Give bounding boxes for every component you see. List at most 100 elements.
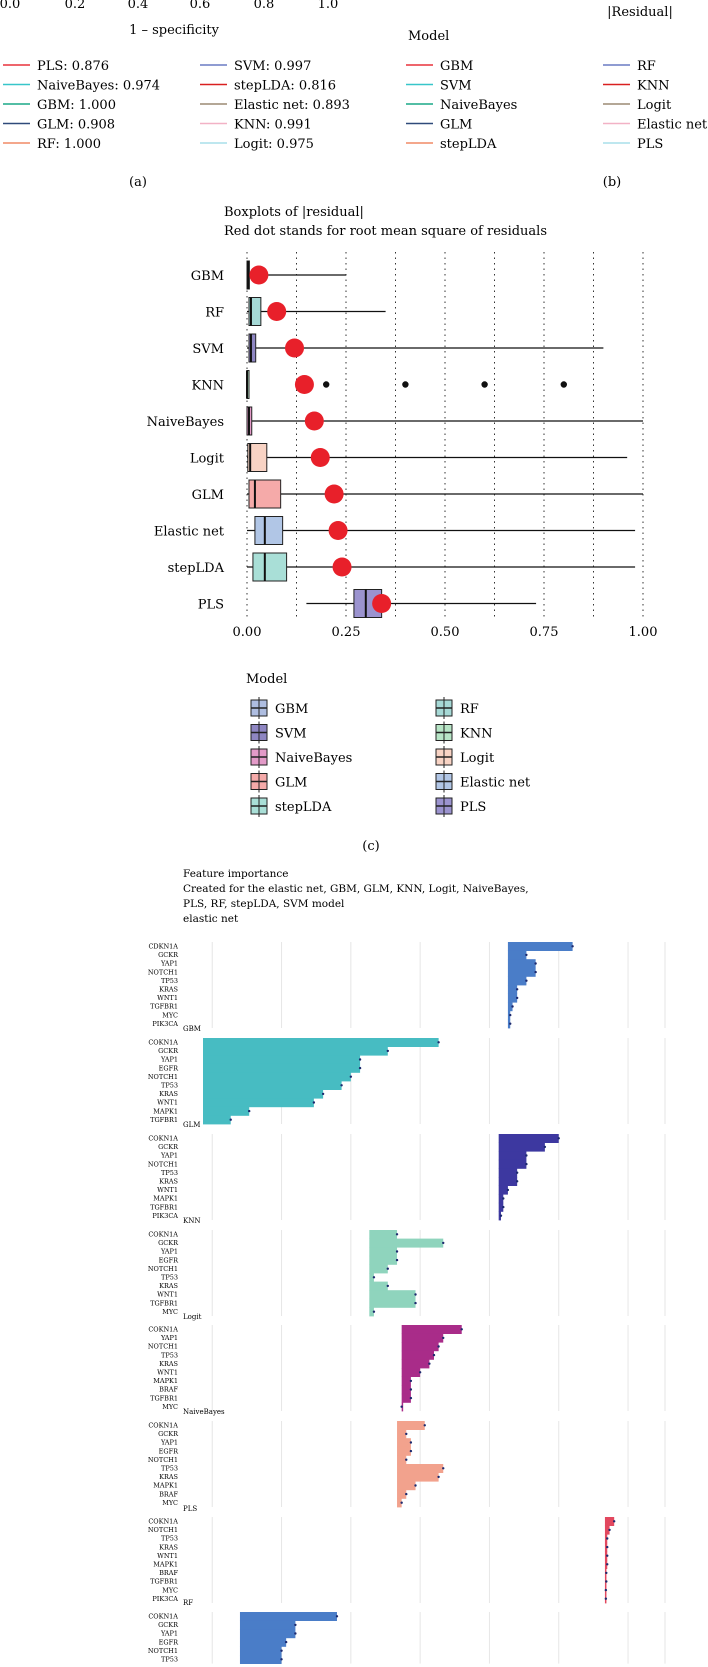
feature-point	[509, 1022, 512, 1025]
boxplot-legend-label: RF	[460, 702, 479, 717]
feature-label: COKN1A	[148, 1039, 178, 1047]
feature-label: EGFR	[159, 1447, 179, 1455]
residual-legend-label: KNN	[637, 79, 669, 94]
boxplot-legend-label: KNN	[460, 727, 492, 742]
feature-label: KRAS	[159, 1543, 178, 1551]
feature-point	[428, 1362, 431, 1365]
feature-point	[280, 1649, 283, 1652]
feature-label: NOTCH1	[148, 1343, 178, 1351]
feature-bar	[401, 1325, 462, 1334]
feature-bar	[401, 1342, 439, 1352]
boxplot-legend-label: Elastic net	[460, 776, 531, 791]
feature-bar	[203, 1089, 324, 1099]
feature-point	[386, 1267, 389, 1270]
boxplot-box	[248, 333, 257, 363]
feature-point	[571, 945, 574, 948]
feature-bar	[507, 950, 527, 960]
feature-point	[386, 1049, 389, 1053]
feature-point	[372, 1310, 376, 1313]
boxplot-rms-dot	[267, 302, 287, 321]
feature-bar	[369, 1273, 374, 1282]
feature-bar	[401, 1393, 411, 1403]
feature-label: COKN1A	[148, 1518, 178, 1526]
boxplot-model-label: NaiveBayes	[147, 415, 224, 430]
feature-point	[372, 1276, 376, 1279]
feature-point	[543, 1145, 547, 1149]
feature-label: YAP1	[160, 960, 178, 968]
feature-label: YAP1	[160, 1630, 178, 1638]
feature-label: GCKR	[158, 1143, 179, 1151]
feature-label: WNT1	[157, 1186, 178, 1194]
feature-bar	[203, 1063, 361, 1073]
feature-label: MAPK1	[153, 1107, 178, 1115]
panel-b-caption: (b)	[603, 175, 621, 190]
residual-legend-label: GLM	[440, 118, 472, 133]
feature-point	[515, 1180, 519, 1183]
feature-label: NOTCH1	[148, 1647, 178, 1655]
boxplot-legend-label: GLM	[275, 776, 307, 791]
feature-point	[606, 1554, 609, 1557]
feature-bar	[401, 1350, 434, 1360]
feature-bar	[507, 993, 518, 1003]
roc-x-axis-label: 1 – specificity	[129, 23, 219, 38]
feature-bar	[498, 1134, 559, 1143]
boxplot-legend-label: NaiveBayes	[275, 751, 352, 766]
feature-label: YAP1	[160, 1334, 178, 1342]
feature-bar	[507, 985, 518, 994]
feature-point	[414, 1293, 417, 1296]
boxplot-plot: 0.00 0.25 0.50 0.75 1.00 GBM RF SVM KNN NaiveBaye…	[147, 252, 657, 640]
feature-point	[534, 970, 537, 974]
boxplot-legend-label: stepLDA	[275, 800, 332, 815]
feature-bar	[397, 1498, 402, 1508]
feature-label: TP53	[161, 1169, 178, 1177]
feature-label: KRAS	[159, 1473, 178, 1481]
panel-a: 0.0 0.2 0.4 0.6 0.8 1.0 1 – specificity PLS: …	[0, 0, 350, 190]
feature-label: TP53	[161, 1274, 178, 1282]
feature-importance-subtitle-line2: PLS, RF, stepLDA, SVM model	[183, 898, 345, 910]
feature-point	[506, 1188, 510, 1192]
feature-point	[405, 1492, 408, 1496]
boxplot-legend-label: PLS	[460, 800, 486, 815]
residual-legend-label: NaiveBayes	[440, 98, 517, 113]
feature-panel-label: KNN	[183, 1217, 200, 1225]
feature-bar	[397, 1446, 411, 1456]
feature-point	[509, 1013, 512, 1017]
boxplot-rms-dot	[372, 594, 392, 613]
roc-tick-label: 1.0	[318, 0, 339, 12]
roc-tick-label: 0.4	[128, 0, 149, 12]
panel-b-legend-title: Model	[408, 29, 449, 44]
feature-point	[460, 1328, 463, 1331]
boxplot-rms-dot	[328, 521, 348, 540]
feature-bar	[239, 1620, 296, 1630]
feature-label: TGFBR1	[150, 1116, 178, 1124]
feature-point	[294, 1623, 297, 1627]
feature-point	[400, 1501, 403, 1504]
feature-bar	[397, 1455, 407, 1465]
feature-point	[511, 1005, 514, 1008]
roc-tick-label: 0.2	[65, 0, 86, 12]
feature-bar	[604, 1525, 610, 1535]
feature-point	[442, 1467, 445, 1470]
feature-point	[395, 1258, 399, 1262]
boxplot-x-tick-label: 0.75	[530, 625, 559, 640]
feature-panel-label: GLM	[183, 1121, 200, 1129]
roc-legend-label: SVM: 0.997	[234, 59, 311, 74]
feature-bar	[498, 1177, 518, 1186]
feature-point	[294, 1632, 297, 1635]
feature-point	[409, 1441, 413, 1444]
feature-bar	[369, 1238, 444, 1248]
feature-point	[499, 1214, 503, 1217]
feature-bar	[369, 1247, 398, 1257]
feature-bar	[203, 1081, 342, 1090]
roc-legend-label: Elastic net: 0.893	[234, 98, 350, 113]
feature-point	[442, 1241, 445, 1245]
boxplot-model-label: RF	[205, 306, 224, 321]
feature-label: BRAF	[159, 1386, 178, 1394]
feature-label: MAPK1	[153, 1377, 178, 1385]
feature-panel-label: Logit	[183, 1313, 202, 1321]
boxplot-model-label: stepLDA	[168, 561, 225, 576]
boxplot-rms-dot	[249, 265, 269, 285]
feature-point	[515, 996, 519, 1000]
boxplot-outlier	[481, 381, 488, 388]
boxplot-outlier	[560, 381, 567, 388]
